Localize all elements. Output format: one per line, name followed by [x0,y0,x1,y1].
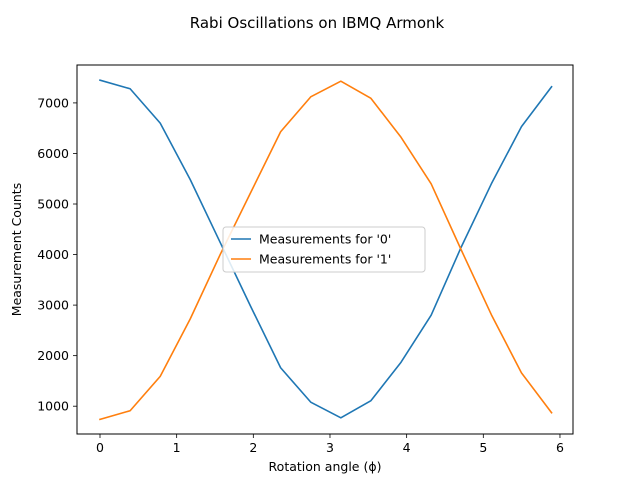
y-tick-label: 2000 [37,348,69,363]
series-line-0 [99,79,553,419]
x-axis-label: Rotation angle (ϕ) [269,459,382,474]
y-tick-label: 5000 [37,197,69,212]
legend-label-0: Measurements for '0' [259,232,391,247]
x-tick-label: 3 [326,440,334,455]
y-tick-label: 1000 [37,399,69,414]
chart-title: Rabi Oscillations on IBMQ Armonk [190,14,445,32]
x-axis: 0 1 2 3 4 5 6 [96,434,564,455]
y-tick-label: 6000 [37,146,69,161]
x-tick-label: 2 [249,440,257,455]
x-tick-label: 6 [556,440,564,455]
y-tick-label: 7000 [37,95,69,110]
series-line-1 [99,80,553,421]
y-tick-label: 4000 [37,247,69,262]
x-tick-label: 4 [403,440,411,455]
x-tick-label: 1 [173,440,181,455]
x-tick-label: 0 [96,440,104,455]
legend-label-1: Measurements for '1' [259,252,391,267]
y-axis-label: Measurement Counts [9,183,24,316]
legend: Measurements for '0' Measurements for '1' [222,226,426,273]
y-axis: 1000 2000 3000 4000 5000 6000 7000 [37,95,77,414]
x-tick-label: 5 [479,440,487,455]
y-tick-label: 3000 [37,298,69,313]
legend-box [222,226,426,273]
series-layer [99,79,553,421]
